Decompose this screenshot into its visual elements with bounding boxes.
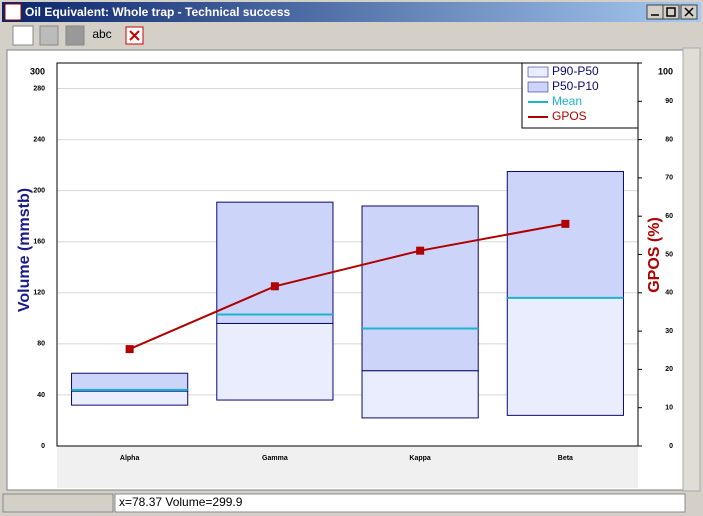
y2-tick-label: 30: [665, 328, 673, 335]
y2-tick-label: 100: [658, 66, 673, 76]
p90-p50-box: [506, 297, 624, 416]
p50-p10-box: [71, 372, 189, 392]
legend-label: Mean: [552, 94, 582, 108]
title-bar: [2, 2, 701, 22]
gpos-point: [416, 246, 425, 255]
category-strip: [57, 446, 638, 488]
y2-tick-label: 10: [665, 405, 673, 412]
y-tick-label: 40: [37, 392, 45, 399]
y2-tick-label: 50: [665, 251, 673, 258]
y-tick-label: 300: [30, 66, 45, 76]
gpos-line: [129, 222, 566, 351]
y-tick-label: 200: [33, 188, 45, 195]
y2-tick-label: 40: [665, 290, 673, 297]
plot-border: [56, 62, 639, 447]
x-tick-label: Beta: [558, 455, 573, 462]
p90-p50-box: [71, 390, 189, 406]
y2-tick-label: 80: [665, 136, 673, 143]
y-tick-label: 240: [33, 136, 45, 143]
legend-label: P90-P50: [552, 64, 599, 78]
p50-p10-box: [361, 205, 479, 372]
legend-swatch: [527, 66, 549, 78]
status-pane: [2, 493, 114, 513]
legend-swatch: [527, 81, 549, 93]
y2-tick-label: 60: [665, 213, 673, 220]
status-pane: [114, 493, 686, 513]
y-tick-label: 280: [33, 85, 45, 92]
y-tick-label: 120: [33, 290, 45, 297]
maximize-button[interactable]: [662, 4, 680, 20]
p50-p10-box: [216, 201, 334, 324]
p50-p10-box: [506, 171, 624, 299]
y-tick-label: 0: [41, 443, 45, 450]
x-tick-label: Gamma: [262, 455, 288, 462]
y2-tick-label: 0: [669, 443, 673, 450]
y2-tick-label: 70: [665, 175, 673, 182]
x-tick-label: Alpha: [120, 455, 140, 462]
tool-list[interactable]: [12, 25, 34, 46]
y2-axis-title: GPOS (%): [646, 217, 663, 293]
status-text: x=78.37 Volume=299.9: [119, 495, 243, 509]
delete-glyph: [129, 30, 140, 41]
y2-tick-label: 90: [665, 98, 673, 105]
p90-p50-box: [361, 370, 479, 419]
vertical-scrollbar[interactable]: [682, 47, 701, 492]
tool-text[interactable]: abc: [92, 27, 111, 41]
y2-tick-label: 20: [665, 366, 673, 373]
minimize-button[interactable]: [646, 4, 664, 20]
legend-label: GPOS: [552, 109, 587, 123]
x-tick-label: Kappa: [409, 455, 431, 462]
legend-label: P50-P10: [552, 79, 599, 93]
tool-grid[interactable]: [65, 25, 85, 46]
gpos-point: [561, 219, 570, 228]
app-icon: [4, 3, 22, 21]
gpos-point: [125, 345, 134, 354]
y-tick-label: 80: [37, 341, 45, 348]
tool-columns[interactable]: [39, 25, 59, 46]
y-tick-label: 160: [33, 239, 45, 246]
p90-p50-box: [216, 322, 334, 401]
window-title: Oil Equivalent: Whole trap - Technical s…: [25, 5, 291, 19]
window-button-glyphs: [651, 7, 694, 17]
y-axis-title: Volume (mmstb): [16, 188, 33, 312]
gpos-point: [270, 282, 279, 291]
